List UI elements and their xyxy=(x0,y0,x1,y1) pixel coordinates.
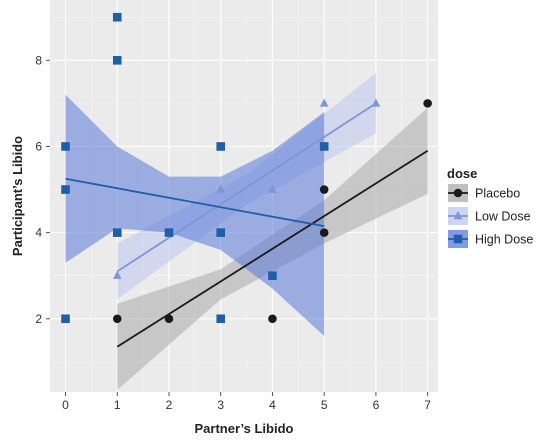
data-point xyxy=(319,228,329,237)
data-point xyxy=(319,142,329,151)
x-tick-label: 5 xyxy=(321,398,328,412)
data-point xyxy=(371,98,381,107)
data-point xyxy=(61,185,70,194)
x-tick-label: 2 xyxy=(166,398,173,412)
legend-label: High Dose xyxy=(475,233,533,247)
data-point xyxy=(164,314,174,324)
data-point xyxy=(112,314,122,324)
regression-line xyxy=(116,150,429,348)
data-point xyxy=(319,185,329,194)
data-point xyxy=(268,184,277,193)
data-point xyxy=(61,142,70,151)
data-point xyxy=(216,228,226,237)
data-point xyxy=(112,12,122,22)
data-point xyxy=(112,228,122,237)
x-tick-label: 0 xyxy=(62,398,69,412)
data-point xyxy=(164,228,174,237)
x-axis-title: Partner’s Libido xyxy=(195,421,294,436)
data-point xyxy=(319,98,329,107)
y-tick-label: 6 xyxy=(35,139,42,153)
data-point xyxy=(216,184,226,193)
regression-lines xyxy=(65,102,429,348)
y-axis-title: Participant’s Libido xyxy=(10,136,25,256)
y-tick-label: 2 xyxy=(35,312,42,326)
x-axis: 0 1 2 3 4 5 6 7 xyxy=(62,392,431,412)
legend-key-marker xyxy=(453,234,463,244)
data-point xyxy=(423,99,432,108)
data-point xyxy=(268,271,277,280)
data-point xyxy=(112,270,122,279)
x-tick-label: 4 xyxy=(269,398,276,412)
legend-key-marker xyxy=(453,188,463,198)
regression-line xyxy=(65,177,325,228)
data-point xyxy=(112,56,122,65)
data-point xyxy=(268,314,277,324)
y-axis: 2 4 6 8 xyxy=(35,53,50,326)
data-point xyxy=(216,314,226,324)
legend-title: dose xyxy=(447,166,477,181)
x-tick-label: 3 xyxy=(217,398,224,412)
data-point xyxy=(216,142,226,151)
data-points xyxy=(61,12,432,324)
legend-key-marker xyxy=(453,211,463,220)
legend: dose Placebo Low Dose High Dose xyxy=(447,166,533,248)
x-tick-label: 1 xyxy=(114,398,121,412)
x-tick-label: 6 xyxy=(373,398,380,412)
regression-line xyxy=(116,102,377,273)
data-point xyxy=(61,314,70,324)
y-tick-label: 4 xyxy=(35,226,42,240)
confidence-band xyxy=(65,94,325,337)
x-tick-label: 7 xyxy=(424,398,431,412)
y-tick-label: 8 xyxy=(35,53,42,67)
legend-label: Low Dose xyxy=(475,210,531,224)
legend-label: Placebo xyxy=(475,187,520,201)
